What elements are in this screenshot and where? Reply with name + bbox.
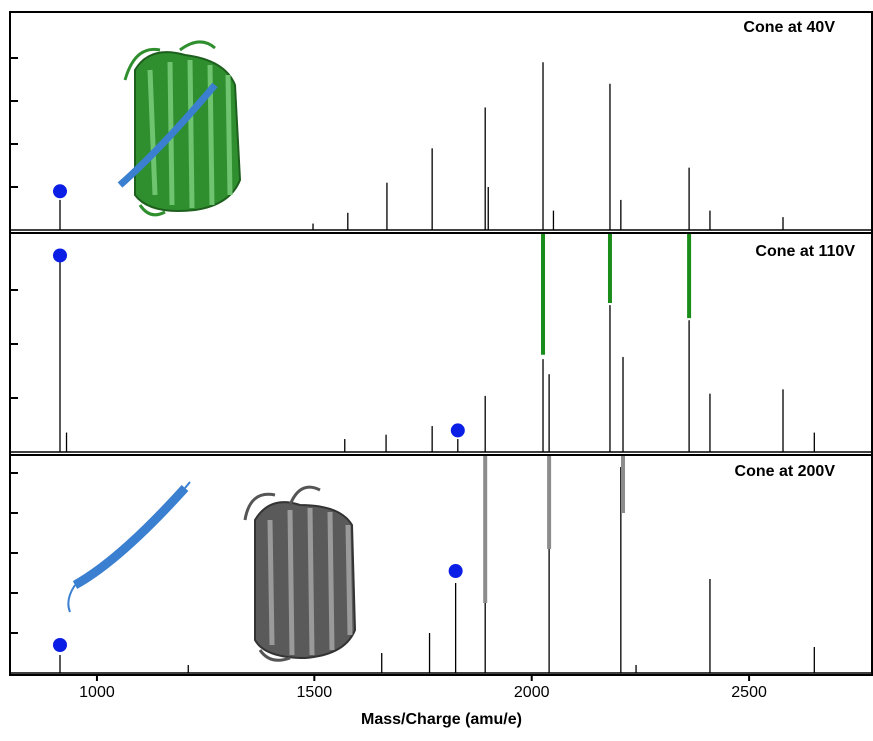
panel-title: Cone at 110V (755, 243, 855, 260)
panel-frame (9, 232, 873, 456)
blue-peptide (67, 481, 191, 613)
peak-marker (52, 248, 67, 263)
panel-title: Cone at 40V (743, 19, 835, 36)
x-tick-label: 2500 (731, 684, 767, 701)
x-tick-label: 1500 (297, 684, 333, 701)
spectra: Cone at 40V Cone at 110V Cone at 200V 1000 1… (9, 11, 873, 728)
x-axis-label: Mass/Charge (amu/e) (361, 711, 522, 728)
panel-frame (9, 454, 873, 676)
x-tick-label: 2000 (514, 684, 550, 701)
peak-marker (450, 423, 465, 438)
peak-marker (52, 638, 67, 652)
gray-protein (243, 485, 357, 662)
panel-title: Cone at 200V (735, 463, 836, 480)
x-tick-label: 1000 (79, 684, 115, 701)
peak-marker (52, 184, 67, 199)
green-protein (117, 40, 242, 217)
peak-marker (448, 564, 463, 578)
